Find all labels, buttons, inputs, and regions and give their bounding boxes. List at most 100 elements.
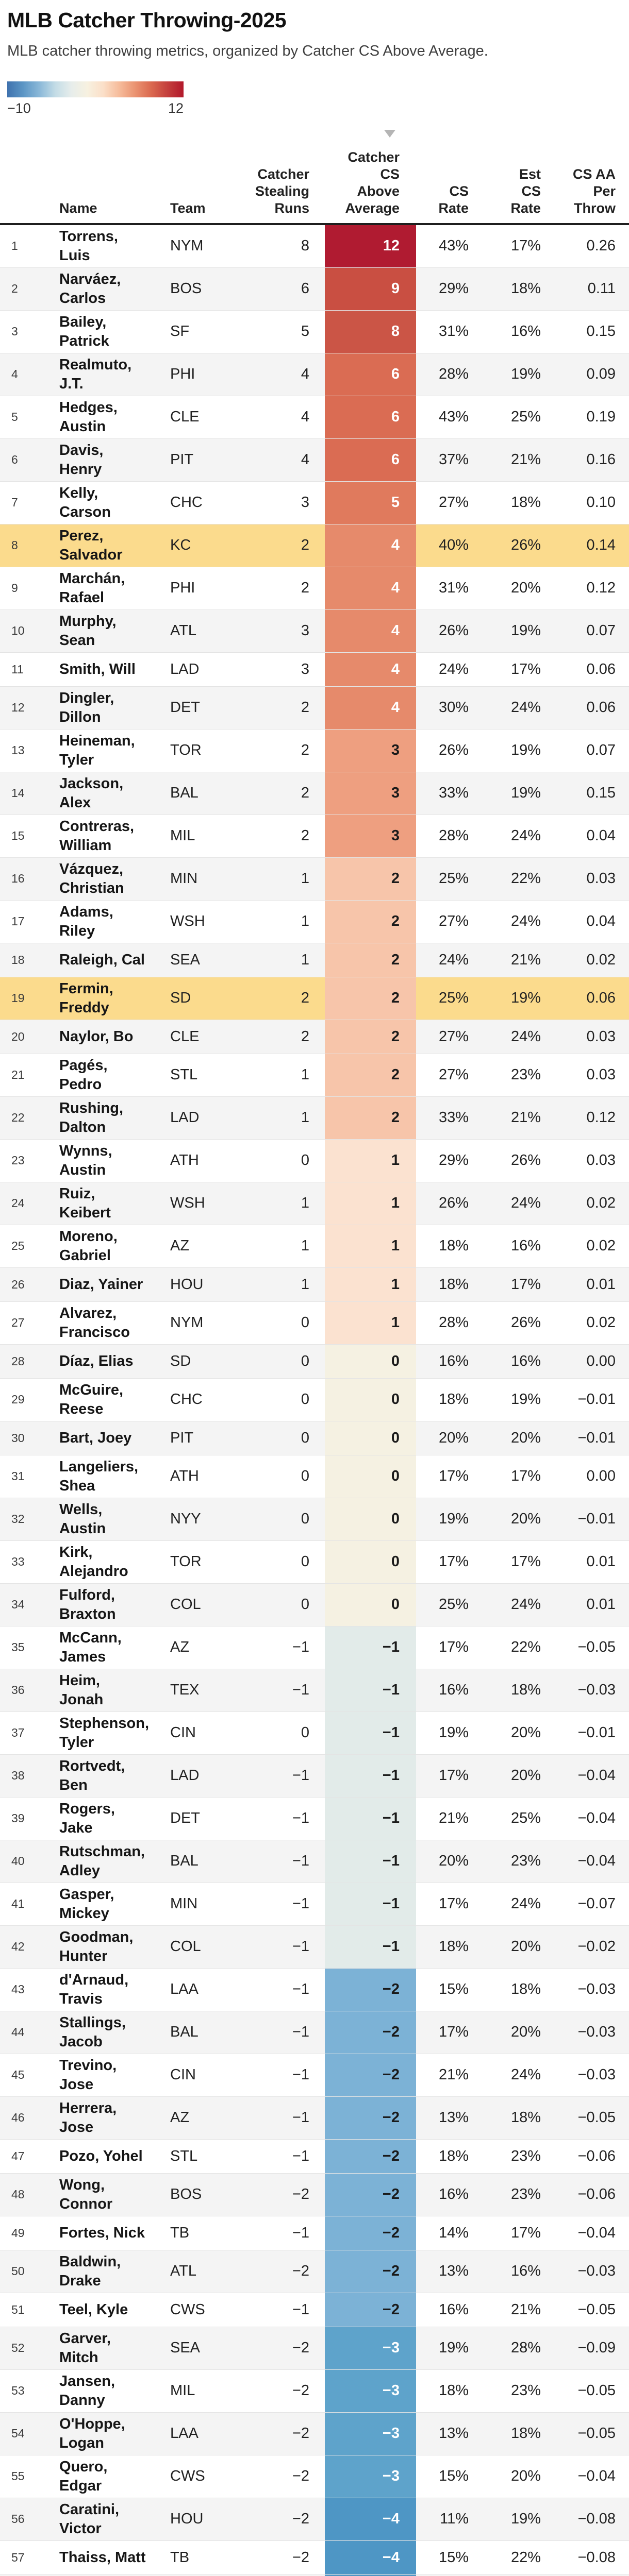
catcher-stealing-runs-value: −1: [292, 1938, 309, 1955]
player-name-line1: Trevino,: [59, 2057, 117, 2074]
row-rank: 21: [11, 1068, 25, 1082]
catcher-cs-above-average-value: 2: [325, 943, 416, 977]
row-rank: 38: [11, 1769, 25, 1783]
player-name-line1: Raleigh, Cal: [59, 951, 145, 968]
catcher-stealing-runs-value: 1: [301, 1066, 309, 1083]
player-name: Smith, Will: [59, 653, 170, 686]
table-row: 36 Heim, Jonah TEX −1 −1 16% 18% −0.03: [0, 1668, 629, 1711]
catcher-cs-above-average-value: 12: [325, 225, 416, 267]
catcher-stealing-runs-value: 1: [301, 1238, 309, 1255]
column-header-catcher-cs-above-average[interactable]: Catcher CS Above Average: [325, 130, 416, 217]
table-row: 44 Stallings, Jacob BAL −1 −2 17% 20% −0…: [0, 2010, 629, 2054]
team-abbreviation: PHI: [170, 366, 195, 383]
player-name-line2: Riley: [59, 922, 95, 939]
chart-header: MLB Catcher Throwing-2025 MLB catcher th…: [0, 0, 629, 116]
player-name: O'Hoppe, Logan: [59, 2413, 170, 2455]
table-row: 20 Naylor, Bo CLE 2 2 27% 24% 0.03: [0, 1019, 629, 1054]
sort-descending-icon[interactable]: [384, 130, 395, 138]
cs-rate-value: 18%: [438, 1238, 469, 1255]
catcher-cs-above-average-value: 0: [325, 1421, 416, 1455]
catcher-cs-above-average-value: 2: [325, 1054, 416, 1096]
column-header-team[interactable]: Team: [170, 200, 206, 216]
page-title: MLB Catcher Throwing-2025: [7, 8, 287, 32]
table-row: 46 Herrera, Jose AZ −1 −2 13% 18% −0.05: [0, 2096, 629, 2139]
player-name-line2: J.T.: [59, 375, 84, 392]
player-name-line1: Hedges,: [59, 399, 118, 416]
column-header-catcher-stealing-runs[interactable]: Catcher Stealing Runs: [255, 166, 309, 216]
table-row: 53 Jansen, Danny MIL −2 −3 18% 23% −0.05: [0, 2369, 629, 2412]
column-header-est-cs-rate[interactable]: Est CS Rate: [510, 166, 541, 216]
column-header-name[interactable]: Name: [59, 200, 97, 216]
team-abbreviation: KC: [170, 537, 191, 554]
cs-aa-per-throw-value: 0.03: [586, 870, 616, 887]
team-abbreviation: NYM: [170, 1314, 204, 1331]
column-header-cs-rate[interactable]: CS Rate: [438, 183, 469, 216]
catcher-stealing-runs-value: 0: [301, 1391, 309, 1408]
catcher-cs-above-average-value: 3: [325, 815, 416, 857]
table-row: 17 Adams, Riley WSH 1 2 27% 24% 0.04: [0, 900, 629, 943]
player-name: Marchán, Rafael: [59, 567, 170, 609]
table-row: 3 Bailey, Patrick SF 5 8 31% 16% 0.15: [0, 310, 629, 353]
player-name-line2: Christian: [59, 879, 124, 896]
catcher-cs-above-average-value: −2: [325, 2216, 416, 2250]
table-row: 35 McCann, James AZ −1 −1 17% 22% −0.05: [0, 1625, 629, 1669]
player-name-line1: Wynns,: [59, 1142, 112, 1159]
table-row: 39 Rogers, Jake DET −1 −1 21% 25% −0.04: [0, 1797, 629, 1840]
est-cs-rate-value: 16%: [510, 323, 541, 340]
est-cs-rate-value: 24%: [510, 1596, 541, 1613]
est-cs-rate-value: 18%: [510, 2425, 541, 2442]
player-name-line2: Austin: [59, 1161, 106, 1178]
cs-rate-value: 43%: [438, 238, 469, 255]
table-row: 11 Smith, Will LAD 3 4 24% 17% 0.06: [0, 652, 629, 686]
est-cs-rate-value: 23%: [510, 2382, 541, 2399]
cs-rate-value: 18%: [438, 1276, 469, 1293]
team-abbreviation: AZ: [170, 2109, 190, 2126]
catcher-cs-above-average-value: 4: [325, 609, 416, 652]
team-abbreviation: CHC: [170, 1391, 203, 1408]
player-name: Rogers, Jake: [59, 1798, 170, 1840]
cs-rate-value: 13%: [438, 2109, 469, 2126]
table-row: 45 Trevino, Jose CIN −1 −2 21% 24% −0.03: [0, 2053, 629, 2096]
table-row: 12 Dingler, Dillon DET 2 4 30% 24% 0.06: [0, 686, 629, 729]
player-name-line1: Kirk,: [59, 1544, 93, 1561]
player-name: Gasper, Mickey: [59, 1883, 170, 1925]
team-abbreviation: COL: [170, 1596, 201, 1613]
cs-rate-value: 29%: [438, 1152, 469, 1169]
table-row: 25 Moreno, Gabriel AZ 1 1 18% 16% 0.02: [0, 1224, 629, 1267]
color-scale-legend: −10 12: [7, 81, 622, 116]
row-rank: 10: [11, 624, 25, 638]
cs-rate-value: 25%: [438, 870, 469, 887]
cs-rate-value: 29%: [438, 280, 469, 297]
row-rank: 35: [11, 1640, 25, 1654]
player-name-line2: Freddy: [59, 999, 109, 1016]
est-cs-rate-value: 19%: [510, 622, 541, 639]
player-name-line2: Salvador: [59, 546, 123, 563]
player-name-line2: Braxton: [59, 1605, 116, 1622]
catcher-stealing-runs-value: −1: [292, 2024, 309, 2041]
player-name-line1: Bart, Joey: [59, 1429, 132, 1446]
player-name-line1: McCann,: [59, 1629, 122, 1646]
cs-aa-per-throw-value: 0.00: [586, 1352, 616, 1369]
cs-aa-per-throw-value: 0.14: [586, 537, 616, 554]
cs-aa-per-throw-value: 0.01: [586, 1276, 616, 1293]
row-rank: 1: [11, 239, 18, 253]
row-rank: 33: [11, 1555, 25, 1569]
catcher-cs-above-average-value: −1: [325, 1840, 416, 1883]
cs-rate-value: 27%: [438, 1066, 469, 1083]
catcher-cs-above-average-value: 4: [325, 652, 416, 686]
catcher-cs-above-average-value: 2: [325, 857, 416, 900]
catcher-cs-above-average-value: 4: [325, 524, 416, 567]
player-name-line1: d'Arnaud,: [59, 1971, 129, 1988]
row-rank: 18: [11, 953, 25, 967]
est-cs-rate-value: 20%: [510, 1767, 541, 1784]
table-row: 15 Contreras, William MIL 2 3 28% 24% 0.…: [0, 814, 629, 857]
player-name-line1: Bailey,: [59, 313, 107, 330]
est-cs-rate-value: 24%: [510, 913, 541, 930]
cs-aa-per-throw-value: −0.01: [577, 1724, 616, 1741]
est-cs-rate-value: 24%: [510, 699, 541, 716]
catcher-stealing-runs-value: 1: [301, 870, 309, 887]
table-row: 6 Davis, Henry PIT 4 6 37% 21% 0.16: [0, 438, 629, 481]
cs-aa-per-throw-value: −0.03: [577, 2024, 616, 2041]
est-cs-rate-value: 16%: [510, 1238, 541, 1255]
column-header-cs-aa-per-throw[interactable]: CS AA Per Throw: [572, 166, 616, 216]
